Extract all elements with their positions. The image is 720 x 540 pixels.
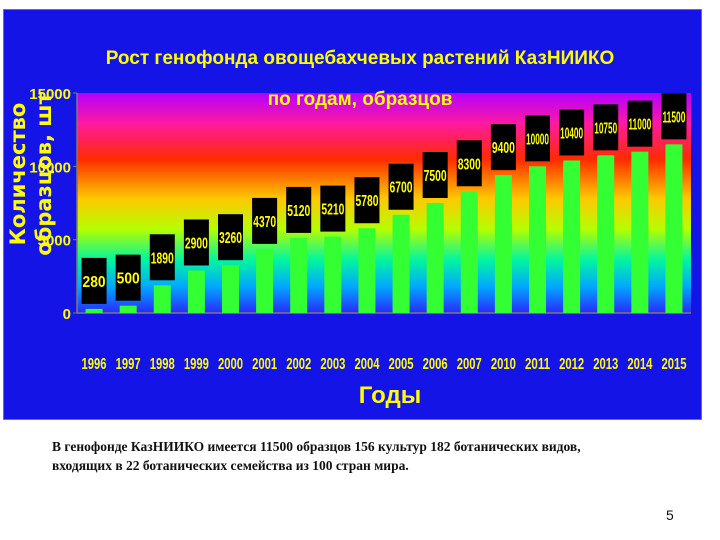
- x-tick-label: 2000: [218, 356, 243, 373]
- y-tick-label: 0: [63, 306, 71, 323]
- x-tick-label: 2005: [389, 356, 414, 373]
- data-label-box: [490, 124, 516, 171]
- slide-number: 5: [666, 507, 674, 523]
- data-label: 11500: [662, 109, 685, 126]
- caption-line2: входящих в 22 ботанических семейства из …: [52, 458, 409, 473]
- x-tick-label: 1999: [184, 356, 209, 373]
- bar-2005: [392, 214, 410, 313]
- y-axis-label-line1: Количество: [6, 103, 30, 246]
- data-label-box: [593, 104, 619, 151]
- x-tick-label: 1997: [116, 356, 141, 373]
- data-label: 6700: [390, 180, 413, 197]
- x-tick-label: 2007: [457, 356, 482, 373]
- data-label: 11000: [628, 117, 651, 134]
- data-label: 1890: [151, 250, 174, 267]
- x-tick-label: 2001: [252, 356, 277, 373]
- chart-title-line1: Рост генофонда овощебахчевых растений Ка…: [106, 48, 615, 69]
- x-ticks: 1996 1997 1998 1999 2000 2001 2002 2003 2004 2005…: [82, 356, 687, 373]
- data-label-box: [320, 185, 346, 232]
- x-tick-label: 2010: [491, 356, 516, 373]
- bar-2000: [222, 265, 239, 313]
- x-tick-label: 2013: [593, 356, 618, 373]
- bar-2012: [563, 160, 581, 313]
- y-tick-label: 5000: [38, 233, 71, 250]
- data-label-box: [354, 177, 380, 224]
- data-label: 280: [83, 274, 106, 291]
- bar-2010: [494, 175, 512, 313]
- x-tick-label: 2006: [423, 356, 448, 373]
- data-label: 10400: [560, 125, 583, 142]
- data-label: 500: [117, 271, 140, 288]
- data-label-box: [115, 254, 141, 301]
- data-label-box: [627, 100, 653, 147]
- bar-2013: [597, 155, 615, 313]
- bar-2006: [426, 203, 444, 313]
- caption-line1: В генофонде КазНИИКО имеется 11500 образ…: [52, 439, 581, 454]
- y-tick-label: 10000: [29, 159, 71, 176]
- data-label: 9400: [492, 140, 515, 157]
- x-tick-label: 1998: [150, 356, 175, 373]
- y-tick-label: 15000: [29, 86, 71, 103]
- data-label-box: [218, 214, 243, 261]
- chart: Рост генофонда овощебахчевых растений Ка…: [3, 9, 702, 420]
- data-label-box: [422, 152, 448, 198]
- data-label-box: [286, 186, 312, 233]
- data-label: 7500: [424, 168, 447, 185]
- x-tick-label: 2004: [354, 356, 379, 373]
- bar-1998: [153, 285, 171, 313]
- data-label: 2900: [185, 235, 208, 252]
- data-label-box: [149, 234, 175, 281]
- y-axis-label-line2: образцов, шт: [32, 91, 56, 255]
- bar-2002: [290, 237, 308, 313]
- x-tick-label: 1996: [82, 356, 107, 373]
- plot-area: [77, 93, 691, 313]
- bar-2001: [256, 248, 274, 313]
- data-label-box: [525, 115, 550, 162]
- data-label: 8300: [458, 156, 481, 173]
- data-label: 5210: [321, 202, 344, 219]
- x-tick-label: 2002: [286, 356, 311, 373]
- y-ticks: 0 5000 10000 15000: [29, 86, 77, 323]
- bar-2015: [665, 144, 683, 313]
- data-label-box: [252, 197, 278, 244]
- data-labels: 280 500 1890 2900 3260 4370 5120 5210 5780 6700 75…: [81, 93, 687, 304]
- data-label: 5780: [355, 193, 378, 210]
- x-tick-label: 2015: [661, 356, 686, 373]
- x-tick-label: 2014: [627, 356, 652, 373]
- data-label: 3260: [219, 230, 242, 247]
- x-axis-label: Годы: [359, 382, 421, 409]
- x-tick-label: 2012: [559, 356, 584, 373]
- bar-1997: [119, 305, 137, 313]
- bar-2003: [324, 236, 342, 313]
- data-label-box: [81, 257, 107, 304]
- data-label: 10750: [594, 120, 617, 137]
- bar-2004: [358, 228, 376, 313]
- bars: [85, 144, 683, 313]
- chart-panel: Рост генофонда овощебахчевых растений Ка…: [3, 9, 702, 420]
- data-label-box: [456, 140, 482, 187]
- bar-2007: [460, 191, 478, 313]
- data-label: 10000: [526, 131, 549, 148]
- bar-2014: [631, 151, 649, 313]
- data-label-box: [661, 93, 687, 140]
- data-label: 5120: [287, 203, 310, 220]
- data-label: 4370: [253, 214, 276, 231]
- x-tick-label: 2003: [320, 356, 345, 373]
- bar-2011: [529, 166, 546, 313]
- x-tick-label: 2011: [525, 356, 550, 373]
- data-label-box: [559, 109, 585, 156]
- chart-title-line2: по годам, образцов: [268, 89, 453, 110]
- data-label-box: [183, 219, 209, 266]
- bar-1999: [187, 270, 205, 313]
- bar-1996: [85, 308, 103, 313]
- caption: В генофонде КазНИИКО имеется 11500 образ…: [52, 437, 692, 475]
- data-label-box: [388, 163, 414, 210]
